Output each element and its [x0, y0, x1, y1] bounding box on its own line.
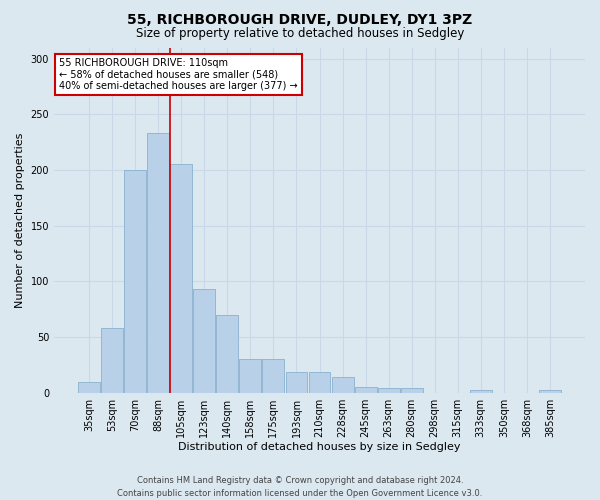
Bar	[170, 164, 192, 392]
Text: 55, RICHBOROUGH DRIVE, DUDLEY, DY1 3PZ: 55, RICHBOROUGH DRIVE, DUDLEY, DY1 3PZ	[127, 12, 473, 26]
Text: 55 RICHBOROUGH DRIVE: 110sqm
← 58% of detached houses are smaller (548)
40% of s: 55 RICHBOROUGH DRIVE: 110sqm ← 58% of de…	[59, 58, 298, 91]
X-axis label: Distribution of detached houses by size in Sedgley: Distribution of detached houses by size …	[178, 442, 461, 452]
Bar	[401, 388, 422, 392]
Bar	[101, 328, 123, 392]
Bar	[124, 170, 146, 392]
Bar	[332, 377, 353, 392]
Bar	[217, 315, 238, 392]
Bar	[308, 372, 331, 392]
Bar	[470, 390, 492, 392]
Bar	[539, 390, 561, 392]
Text: Contains HM Land Registry data © Crown copyright and database right 2024.
Contai: Contains HM Land Registry data © Crown c…	[118, 476, 482, 498]
Y-axis label: Number of detached properties: Number of detached properties	[15, 132, 25, 308]
Bar	[147, 133, 169, 392]
Bar	[239, 360, 262, 392]
Bar	[193, 289, 215, 393]
Bar	[262, 360, 284, 392]
Bar	[78, 382, 100, 392]
Bar	[377, 388, 400, 392]
Bar	[355, 387, 377, 392]
Bar	[286, 372, 307, 392]
Text: Size of property relative to detached houses in Sedgley: Size of property relative to detached ho…	[136, 28, 464, 40]
